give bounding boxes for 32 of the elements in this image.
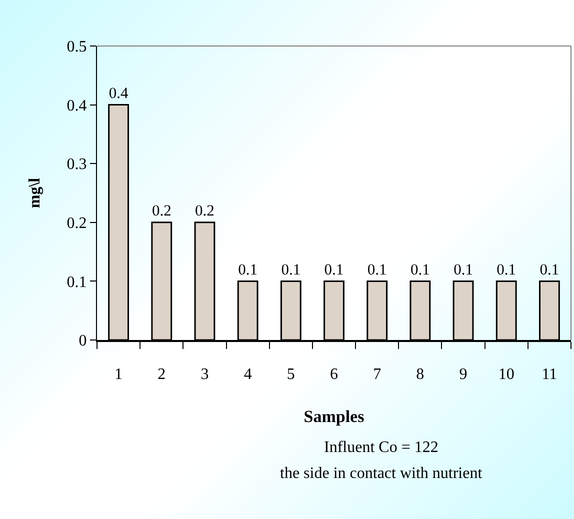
text: Influent Co = 122 [324, 439, 438, 456]
data-label: 0.1 [324, 261, 344, 278]
y-tick-label: 0.5 [66, 38, 87, 56]
x-tick-label: 4 [244, 366, 252, 383]
x-tick-label: 11 [542, 366, 558, 383]
y-axis-title: mg\l [26, 177, 44, 208]
x-axis-title: Samples [304, 406, 365, 426]
data-label: 0.1 [410, 261, 430, 278]
data-label: 0.1 [496, 261, 516, 278]
x-tick-label: 2 [158, 366, 166, 383]
y-tick-label: 0.1 [66, 274, 87, 291]
y-tick-label: 0 [78, 332, 87, 350]
data-label: 0.2 [195, 202, 214, 220]
data-label: 0.1 [281, 261, 301, 278]
x-tick-label: 3 [200, 366, 209, 383]
text: the side in contact with nutrient [280, 465, 483, 482]
y-tick-label: 0.4 [66, 97, 87, 114]
data-label: 0.1 [454, 261, 473, 278]
data-label: 0.1 [540, 261, 560, 278]
y-tick-label: 0.2 [66, 215, 87, 232]
data-label: 0.4 [108, 84, 128, 102]
x-tick-label: 9 [459, 366, 468, 383]
y-tick-label: 0.3 [66, 156, 87, 174]
x-tick-label: 1 [114, 366, 123, 383]
data-label: 0.1 [238, 261, 258, 278]
x-tick-label: 6 [330, 366, 338, 383]
data-label: 0.1 [367, 261, 387, 278]
x-tick-label: 7 [373, 366, 382, 383]
x-tick-label: 5 [286, 366, 295, 383]
x-tick-label: 10 [498, 366, 514, 383]
x-tick-label: 8 [416, 366, 424, 383]
data-label: 0.2 [152, 202, 172, 220]
